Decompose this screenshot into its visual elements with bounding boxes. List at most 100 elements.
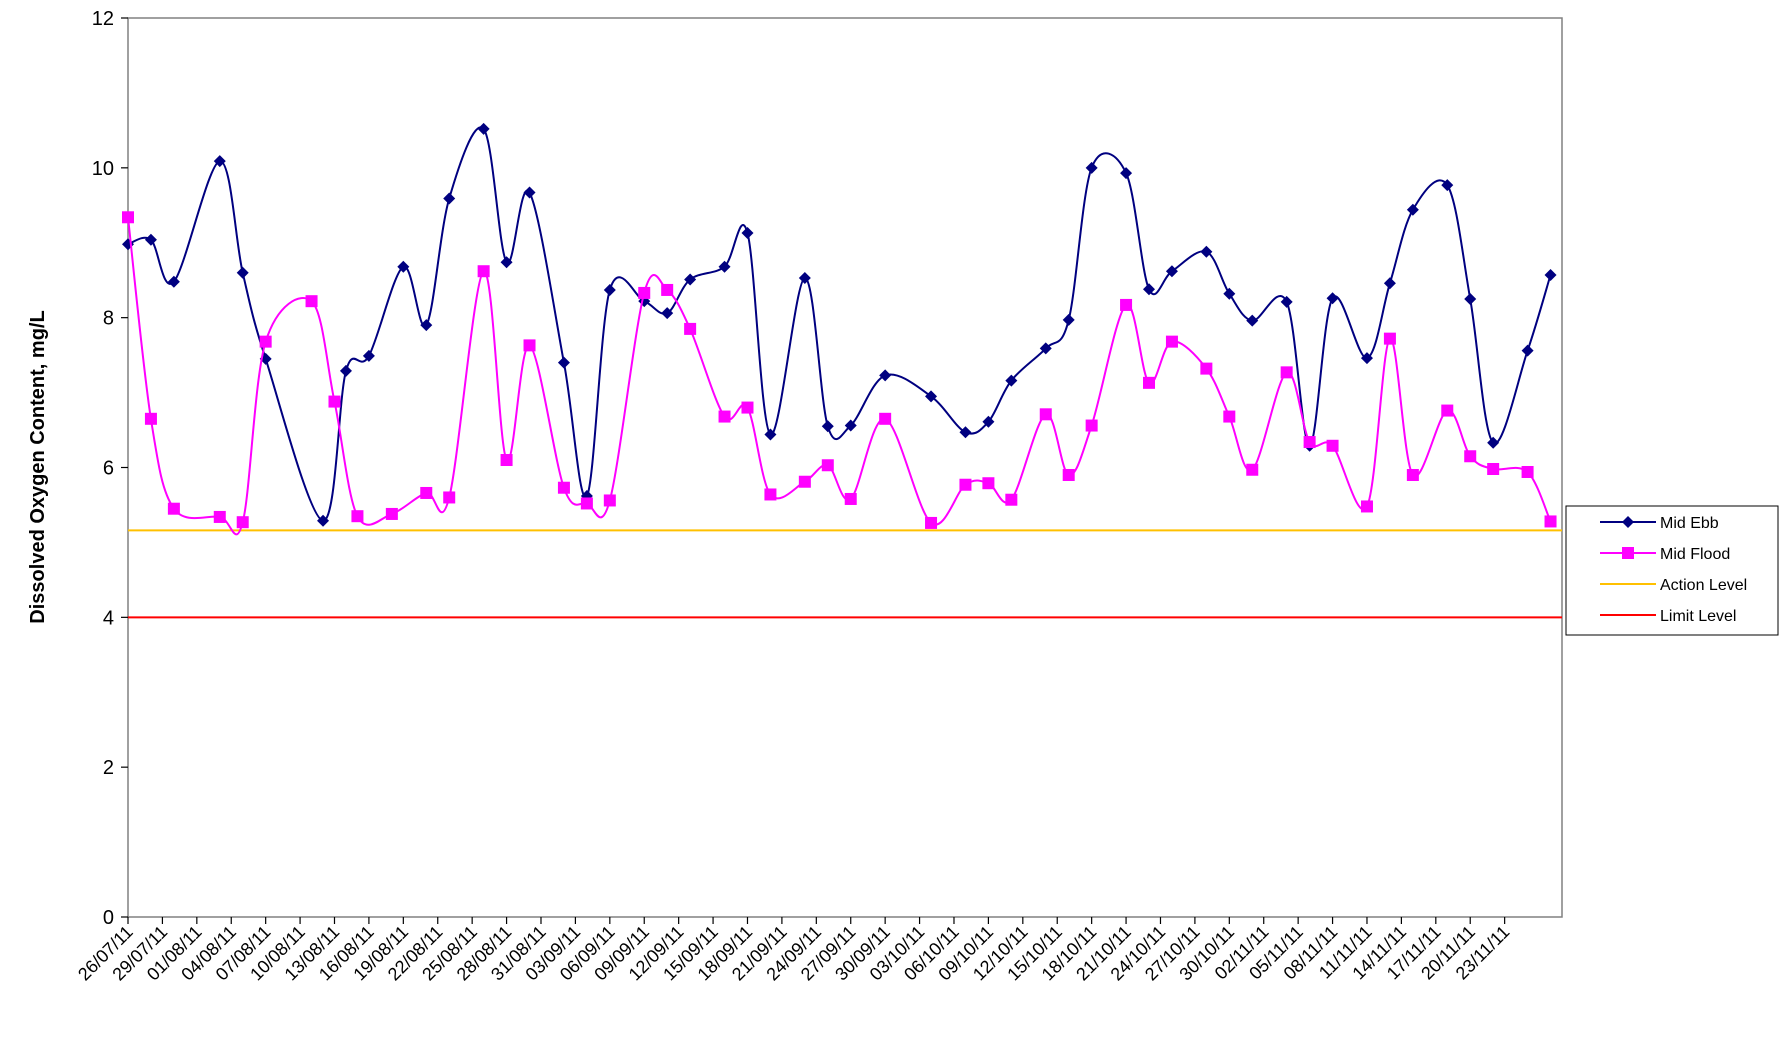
mid-flood-point	[1005, 493, 1018, 506]
mid-flood-point	[1280, 366, 1293, 379]
mid-flood-point	[764, 488, 777, 501]
mid-flood-point	[523, 339, 536, 352]
plot-area	[127, 17, 1563, 918]
mid-ebb-point	[959, 426, 972, 439]
mid-ebb-point	[523, 186, 536, 199]
mid-flood-point	[603, 494, 616, 507]
mid-flood-point	[580, 497, 593, 510]
legend-label-mid-flood: Mid Flood	[1660, 546, 1730, 563]
mid-ebb-point	[1223, 287, 1236, 300]
mid-ebb-point	[821, 420, 834, 433]
mid-flood-point	[1165, 335, 1178, 348]
mid-flood-point	[443, 491, 456, 504]
mid-ebb-point	[1165, 265, 1178, 278]
mid-flood-point	[821, 459, 834, 472]
mid-flood-point	[661, 283, 674, 296]
mid-flood-point	[1521, 465, 1534, 478]
mid-flood-point	[236, 516, 249, 529]
legend-box	[1565, 505, 1779, 636]
mid-ebb-point	[1120, 167, 1133, 180]
mid-ebb-point	[741, 227, 754, 240]
mid-ebb-point	[1441, 179, 1454, 192]
mid-flood-series	[122, 211, 1557, 536]
mid-ebb-point	[317, 514, 330, 527]
mid-ebb-point	[1487, 436, 1500, 449]
mid-flood-point	[1120, 298, 1133, 311]
mid-flood-point	[328, 395, 341, 408]
mid-flood-point	[385, 507, 398, 520]
mid-ebb-point	[339, 364, 352, 377]
mid-ebb-point	[661, 307, 674, 320]
mid-flood-point	[1383, 332, 1396, 345]
mid-ebb-point	[1406, 203, 1419, 216]
mid-flood-point	[144, 412, 157, 425]
series-layer	[122, 122, 1557, 536]
mid-ebb-point	[1062, 313, 1075, 326]
mid-flood-point	[684, 322, 697, 335]
mid-flood-point	[925, 516, 938, 529]
legend-marker-mid-ebb	[1622, 516, 1634, 528]
mid-flood-point	[122, 211, 134, 224]
mid-ebb-point	[844, 419, 857, 432]
mid-ebb-point	[420, 319, 433, 332]
mid-ebb-point	[362, 349, 375, 362]
mid-ebb-point	[443, 192, 456, 205]
y-tick-label: 12	[92, 8, 114, 30]
mid-ebb-point	[167, 275, 180, 288]
mid-flood-point	[1406, 468, 1419, 481]
mid-ebb-point	[1143, 283, 1156, 296]
y-tick-label: 10	[92, 158, 114, 180]
mid-ebb-point	[925, 390, 938, 403]
mid-ebb-point	[798, 271, 811, 284]
mid-flood-point	[798, 475, 811, 488]
mid-ebb-series	[122, 122, 1557, 527]
mid-ebb-point	[1200, 245, 1213, 258]
mid-flood-point	[1464, 450, 1477, 463]
mid-ebb-point	[500, 256, 513, 269]
mid-ebb-point	[1085, 161, 1098, 174]
mid-ebb-point	[684, 273, 697, 286]
mid-ebb-point	[1464, 292, 1477, 305]
mid-flood-point	[1303, 436, 1316, 449]
mid-flood-point	[718, 410, 731, 423]
mid-ebb-point	[1544, 268, 1557, 281]
mid-flood-point	[1200, 362, 1213, 375]
mid-flood-point	[167, 502, 180, 515]
mid-ebb-point	[982, 415, 995, 428]
y-tick-label: 6	[103, 458, 114, 480]
mid-ebb-point	[1360, 352, 1373, 365]
mid-flood-point	[879, 412, 892, 425]
mid-flood-point	[1441, 404, 1454, 417]
y-tick-label: 8	[103, 308, 114, 330]
mid-ebb-point	[397, 260, 410, 273]
mid-flood-point	[557, 481, 570, 494]
mid-ebb-point	[557, 356, 570, 369]
legend-marker-mid-flood	[1622, 547, 1634, 559]
legend-label-limit-level: Limit Level	[1660, 608, 1736, 625]
mid-ebb-point	[603, 283, 616, 296]
mid-flood-point	[959, 478, 972, 491]
mid-ebb-point	[879, 369, 892, 382]
mid-flood-point	[638, 286, 651, 299]
mid-ebb-point	[1005, 374, 1018, 387]
y-axis-label: Dissolved Oxygen Content, mg/L	[27, 310, 49, 623]
mid-flood-point	[1143, 376, 1156, 389]
mid-flood-point	[1223, 410, 1236, 423]
mid-flood-point	[1544, 515, 1557, 528]
mid-ebb-point	[1039, 342, 1052, 355]
reference-lines	[128, 529, 1562, 619]
mid-ebb-point	[1521, 344, 1534, 357]
mid-flood-point	[1039, 408, 1052, 421]
mid-ebb-point	[718, 260, 731, 273]
mid-flood-point	[1326, 439, 1339, 452]
mid-ebb-point	[213, 155, 226, 168]
mid-flood-point	[259, 335, 272, 348]
mid-ebb-point	[764, 428, 777, 441]
mid-ebb-point	[1383, 277, 1396, 290]
mid-flood-point	[213, 510, 226, 523]
legend-label-mid-ebb: Mid Ebb	[1660, 515, 1719, 532]
mid-ebb-point	[1246, 314, 1259, 327]
mid-flood-point	[1487, 462, 1500, 475]
mid-flood-point	[351, 510, 364, 523]
mid-flood-point	[1085, 419, 1098, 432]
